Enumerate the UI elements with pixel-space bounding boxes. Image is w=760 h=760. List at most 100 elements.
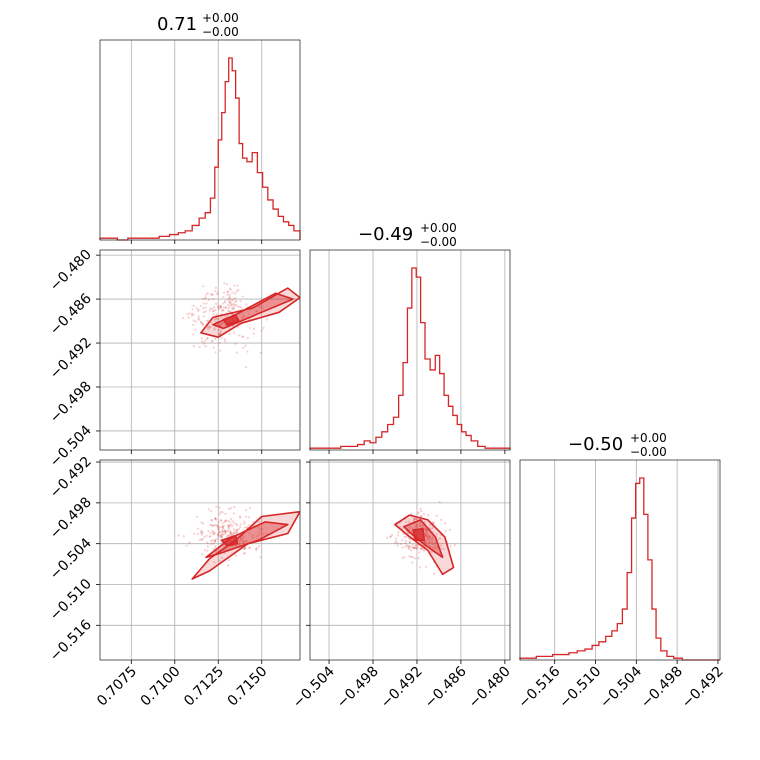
sample-point: [238, 540, 241, 543]
sample-point: [431, 543, 434, 546]
sample-point: [260, 329, 263, 332]
sample-point: [423, 527, 427, 530]
sample-point: [212, 531, 215, 534]
sample-point: [411, 556, 414, 559]
sample-point: [210, 518, 213, 522]
hist-panel-0: [99, 39, 301, 244]
sample-point: [415, 523, 418, 527]
sample-point: [229, 534, 232, 537]
sample-point: [193, 532, 196, 535]
sample-point: [211, 539, 214, 542]
title-plus: +0.00: [630, 431, 667, 445]
sample-point: [219, 331, 223, 334]
sample-point: [409, 544, 412, 548]
sample-point: [419, 520, 422, 524]
sample-point: [435, 514, 438, 517]
sample-point: [418, 566, 422, 569]
sample-point: [432, 572, 436, 576]
sample-point: [404, 520, 408, 524]
sample-point: [425, 527, 428, 531]
sample-point: [255, 535, 258, 538]
sample-point: [242, 552, 246, 555]
y-tick-label: −0.516: [47, 617, 95, 665]
title-value: −0.49: [358, 224, 413, 245]
sample-point: [200, 322, 203, 325]
sample-point: [212, 524, 215, 527]
sample-point: [408, 555, 411, 558]
sample-point: [196, 532, 199, 536]
sample-point: [239, 299, 242, 303]
sample-point: [229, 301, 232, 304]
sample-point: [213, 532, 216, 535]
sample-point: [243, 552, 246, 555]
sample-point: [220, 536, 224, 539]
sample-point: [425, 529, 429, 532]
sample-point: [229, 531, 232, 535]
sample-point: [219, 534, 222, 537]
sample-point: [200, 321, 203, 324]
sample-point: [251, 536, 254, 539]
sample-point: [201, 553, 204, 556]
sample-point: [428, 534, 431, 538]
title-plus: +0.00: [202, 11, 239, 25]
y-tick-label: −0.498: [47, 494, 95, 542]
sample-point: [218, 531, 221, 534]
sample-point: [234, 342, 237, 345]
sample-point: [236, 284, 239, 287]
sample-point: [200, 337, 204, 340]
sample-point: [205, 293, 208, 296]
sample-point: [228, 528, 231, 531]
sample-point: [216, 305, 219, 308]
sample-point: [420, 548, 423, 551]
panel-content: [386, 500, 456, 576]
sample-point: [194, 328, 197, 331]
sample-point: [427, 541, 430, 545]
sample-point: [204, 310, 207, 313]
sample-point: [200, 529, 203, 532]
sample-point: [228, 524, 232, 527]
sample-point: [218, 530, 221, 534]
sample-point: [228, 296, 232, 300]
sample-point: [403, 555, 406, 559]
sample-point: [242, 314, 245, 317]
sample-point: [218, 506, 221, 509]
sample-point: [432, 521, 435, 524]
sample-point: [214, 545, 217, 548]
sample-point: [236, 523, 239, 527]
sample-point: [228, 293, 231, 297]
sample-point: [227, 525, 231, 528]
sample-point: [185, 544, 188, 547]
sample-point: [424, 534, 428, 537]
sample-point: [222, 533, 225, 536]
sample-point: [232, 302, 235, 306]
sample-point: [439, 544, 442, 547]
hist-panel-1: [309, 249, 511, 454]
sample-point: [235, 351, 239, 354]
sample-point: [259, 528, 262, 531]
sample-point: [209, 531, 212, 535]
sample-point: [239, 525, 242, 529]
sample-point: [188, 312, 191, 315]
sample-point: [240, 538, 243, 541]
contour-level-0: [200, 287, 300, 339]
sample-point: [216, 293, 219, 296]
sample-point: [217, 333, 220, 336]
sample-point: [229, 302, 232, 306]
sample-point: [434, 547, 437, 550]
sample-point: [400, 542, 403, 546]
sample-point: [218, 526, 222, 529]
sample-point: [439, 518, 443, 521]
sample-point: [226, 314, 229, 317]
sample-point: [214, 523, 217, 527]
sample-point: [217, 526, 220, 529]
sample-point: [213, 306, 216, 309]
sample-point: [420, 509, 423, 513]
sample-point: [444, 530, 447, 533]
sample-point: [224, 306, 227, 309]
sample-point: [207, 508, 210, 511]
sample-point: [420, 524, 424, 527]
sample-point: [396, 544, 399, 547]
sample-point: [416, 546, 419, 549]
sample-point: [227, 524, 230, 527]
sample-point: [231, 520, 234, 523]
